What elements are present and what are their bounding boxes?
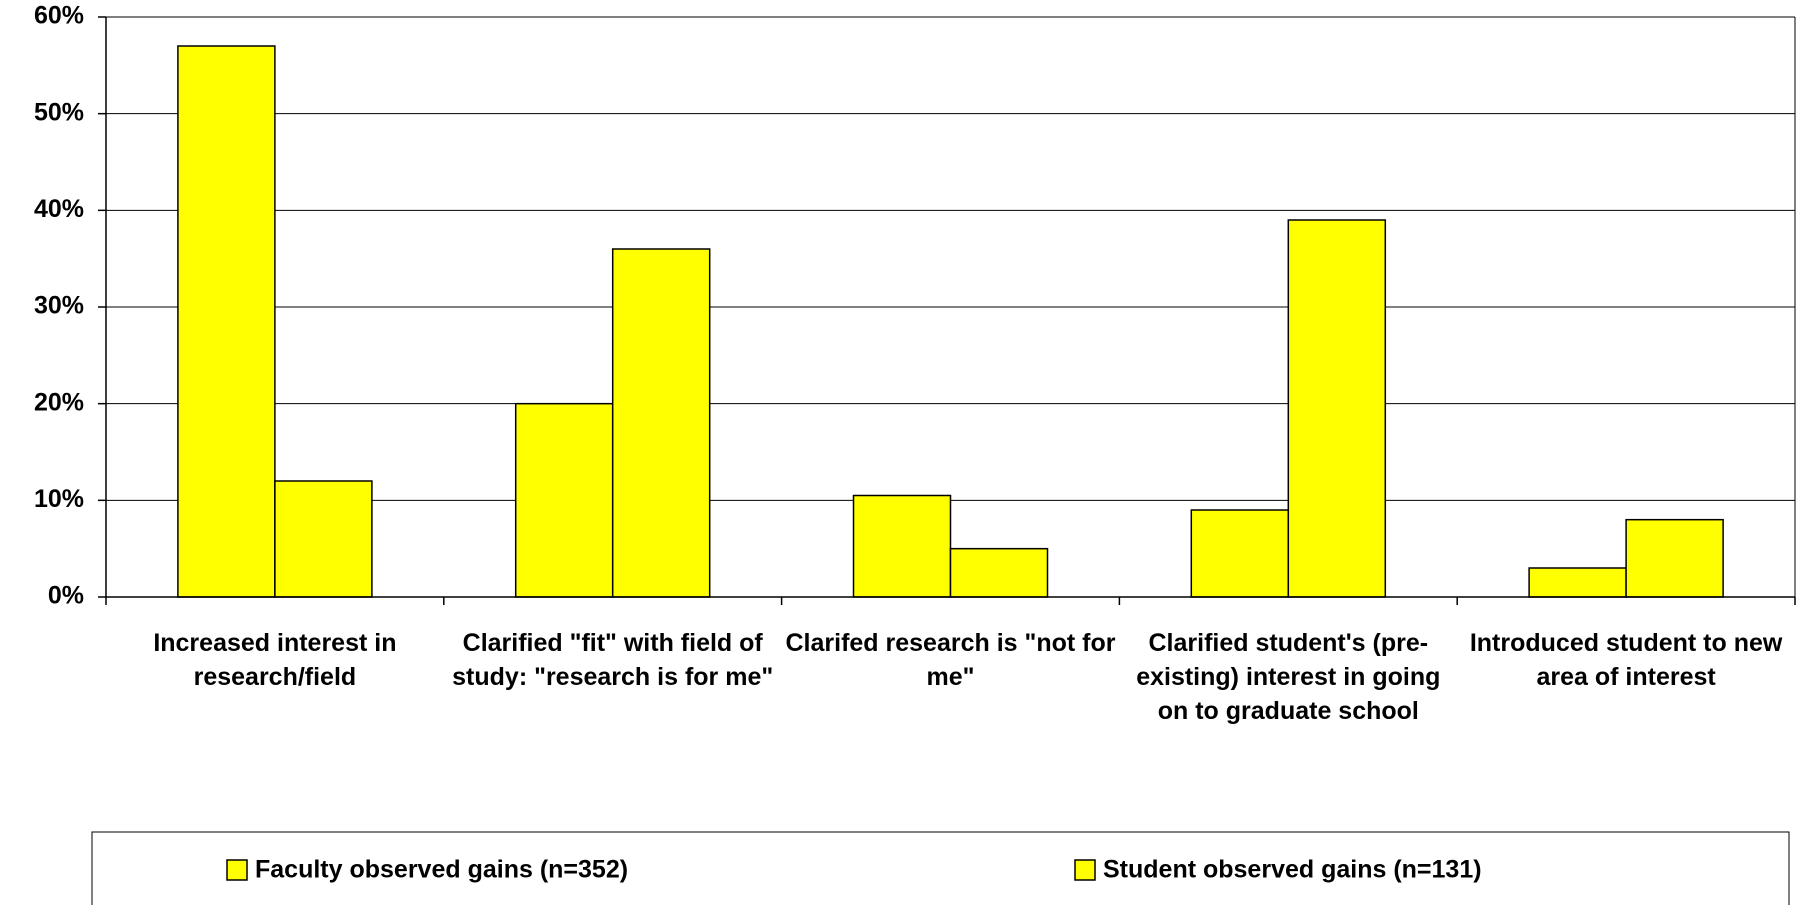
bar <box>1190 509 1290 598</box>
y-tick-label: 20% <box>34 388 84 416</box>
y-tick-label: 60% <box>34 2 84 30</box>
x-tick-label: Introduced student to new area of intere… <box>1469 629 1783 691</box>
legend-label: Faculty observed gains (n=352) <box>255 856 628 884</box>
x-tick-label: Clarifed research is "not for me" <box>785 629 1116 691</box>
legend-swatch <box>1074 859 1096 881</box>
bar <box>177 45 276 598</box>
legend-label: Student observed gains (n=131) <box>1103 856 1482 884</box>
y-tick-label: 0% <box>48 582 84 610</box>
bar <box>1528 567 1627 598</box>
y-tick-label: 10% <box>34 485 84 513</box>
bar <box>611 248 711 598</box>
x-tick-label: Increased interest in research/field <box>153 629 397 691</box>
x-tick-label: Clarified student's (pre-existing) inter… <box>1136 629 1441 725</box>
bar <box>852 494 952 598</box>
y-tick-label: 40% <box>34 195 84 223</box>
legend-box <box>91 831 1790 905</box>
bar <box>949 547 1049 598</box>
bar <box>514 402 614 598</box>
legend-swatch <box>226 859 248 881</box>
x-tick-label: Clarified "fit" with field of study: "re… <box>452 629 774 691</box>
bar <box>274 480 373 598</box>
bar <box>1287 219 1387 598</box>
y-tick-label: 50% <box>34 98 84 126</box>
bar <box>1625 518 1724 598</box>
y-tick-label: 30% <box>34 292 84 320</box>
